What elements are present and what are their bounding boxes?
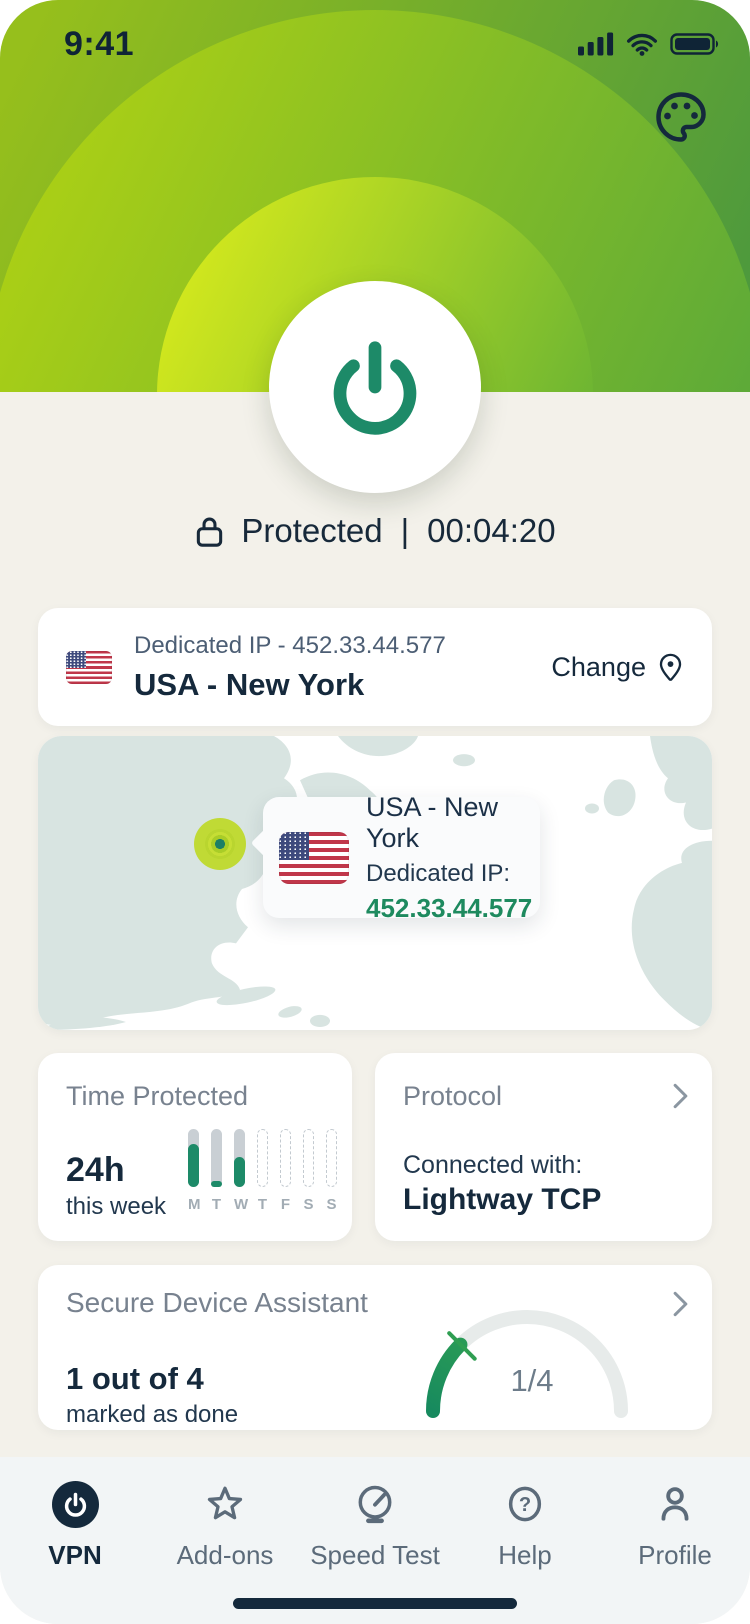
chevron-right-icon [673,1083,688,1109]
separator: | [400,512,410,549]
bottom-navigation: VPN Add-ons Speed Test [0,1457,750,1624]
tp-day-label: M [188,1196,201,1213]
nav-label-profile: Profile [638,1540,712,1570]
connection-timer: 00:04:20 [427,512,556,549]
secure-device-assistant-card[interactable]: Secure Device Assistant 1 out of 4 marke… [38,1265,712,1430]
help-icon: ? [508,1486,542,1522]
location-title: USA - New York [134,666,365,702]
power-button[interactable] [269,281,481,493]
tp-bar [280,1129,291,1187]
tp-day-label: T [257,1196,268,1213]
status-icons [578,32,720,57]
time-protected-title: Time Protected [66,1081,249,1111]
star-icon [207,1486,243,1520]
assistant-caption: marked as done [66,1401,239,1428]
speedometer-icon [358,1485,392,1524]
tp-bar [326,1129,337,1187]
us-flag-icon [279,831,349,884]
us-flag-icon [66,650,112,684]
tooltip-ip-value: 452.33.44.577 [366,892,533,923]
gauge-label: 1/4 [510,1363,554,1398]
gauge-needle [447,1331,477,1361]
location-pin-icon [659,653,682,681]
world-map [38,736,712,1030]
assistant-progress-text: 1 out of 4 [66,1361,204,1396]
server-tooltip: USA - New York Dedicated IP: 452.33.44.5… [263,792,540,923]
change-label: Change [551,651,646,682]
connection-status-row: Protected | 00:04:20 [0,512,750,550]
tp-bar [257,1129,268,1187]
palette-icon [656,92,706,142]
nav-item-profile[interactable]: Profile [600,1457,750,1571]
time-protected-chart [188,1129,337,1187]
nav-item-help[interactable]: ? Help [450,1457,600,1571]
theme-palette-button[interactable] [650,86,712,148]
time-protected-value: 24h [66,1151,125,1189]
protocol-caption: Connected with: [403,1151,583,1179]
profile-icon [661,1487,689,1521]
tooltip-ip-label: Dedicated IP: [366,859,511,887]
cellular-signal-icon [578,32,614,55]
map-card: USA - New York Dedicated IP: 452.33.44.5… [38,736,712,1030]
tp-bar [188,1129,199,1187]
tp-day-label: S [303,1196,314,1213]
tp-day-label: W [234,1196,249,1213]
battery-icon [670,33,719,55]
connection-state: Protected [241,512,383,549]
tp-day-label: T [211,1196,222,1213]
tp-bar [211,1129,222,1187]
chevron-right-icon [673,1291,688,1317]
nav-item-vpn[interactable]: VPN [0,1457,150,1571]
change-location-button[interactable]: Change [551,652,684,683]
nav-label-speed-test: Speed Test [310,1540,440,1570]
lock-icon [197,517,223,547]
svg-text:?: ? [519,1494,531,1516]
gauge-progress-arc [426,1310,628,1418]
tp-day-label: S [326,1196,337,1213]
nav-item-speed-test[interactable]: Speed Test [300,1457,450,1571]
wifi-icon [627,33,657,56]
location-text: Dedicated IP - 452.33.44.577 USA - New Y… [134,632,446,703]
nav-item-add-ons[interactable]: Add-ons [150,1457,300,1571]
dedicated-ip-subtitle: Dedicated IP - 452.33.44.577 [134,631,446,659]
server-location-dot [194,818,246,870]
nav-label-add-ons: Add-ons [176,1540,274,1570]
nav-label-help: Help [498,1540,552,1570]
power-icon [333,341,417,435]
nav-label-vpn: VPN [48,1540,102,1570]
time-protected-caption: this week [66,1193,167,1220]
assistant-gauge: 1/4 [417,1301,637,1430]
protocol-title: Protocol [403,1081,503,1111]
status-bar: 9:41 [0,24,750,64]
status-time: 9:41 [64,24,135,63]
location-card[interactable]: Dedicated IP - 452.33.44.577 USA - New Y… [38,608,712,726]
tp-bar [234,1129,245,1187]
header-banner [0,0,750,392]
assistant-title: Secure Device Assistant [66,1287,368,1318]
power-icon [51,1480,99,1528]
protocol-value: Lightway TCP [403,1183,602,1216]
home-indicator[interactable] [233,1598,517,1609]
tooltip-location: USA - New York [366,791,499,853]
tooltip-text: USA - New York Dedicated IP: 452.33.44.5… [366,792,532,924]
tp-day-label: F [280,1196,291,1213]
tp-bar [303,1129,314,1187]
protocol-card[interactable]: Protocol Connected with: Lightway TCP [375,1053,712,1241]
